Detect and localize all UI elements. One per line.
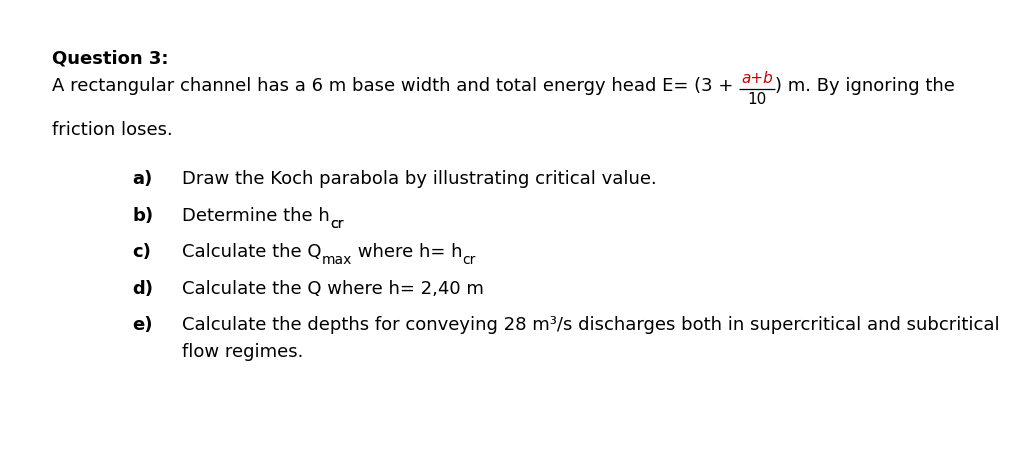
Text: d): d)	[132, 280, 153, 297]
Text: ) m. By ignoring the: ) m. By ignoring the	[775, 77, 954, 95]
Text: Determine the h: Determine the h	[182, 207, 330, 224]
Text: c): c)	[132, 243, 151, 261]
Text: cr: cr	[330, 217, 343, 230]
Text: where h= h: where h= h	[352, 243, 463, 261]
Text: Calculate the Q: Calculate the Q	[182, 243, 322, 261]
Text: Calculate the Q where h= 2,40 m: Calculate the Q where h= 2,40 m	[182, 280, 484, 297]
Text: friction loses.: friction loses.	[52, 121, 173, 139]
Text: A rectangular channel has a 6 m base width and total energy head E= (3 +: A rectangular channel has a 6 m base wid…	[52, 77, 739, 95]
Text: e): e)	[132, 316, 153, 334]
Text: 10: 10	[748, 92, 767, 107]
Text: Question 3:: Question 3:	[52, 49, 169, 67]
Text: cr: cr	[463, 253, 476, 267]
Text: b): b)	[132, 207, 154, 224]
Text: cr: cr	[330, 217, 343, 230]
Text: a): a)	[132, 170, 153, 188]
Text: a+b: a+b	[741, 71, 773, 86]
Text: Draw the Koch parabola by illustrating critical value.: Draw the Koch parabola by illustrating c…	[182, 170, 656, 188]
Text: max: max	[322, 253, 352, 267]
Text: flow regimes.: flow regimes.	[182, 343, 303, 361]
Text: Calculate the depths for conveying 28 m³/s discharges both in supercritical and : Calculate the depths for conveying 28 m³…	[182, 316, 999, 334]
